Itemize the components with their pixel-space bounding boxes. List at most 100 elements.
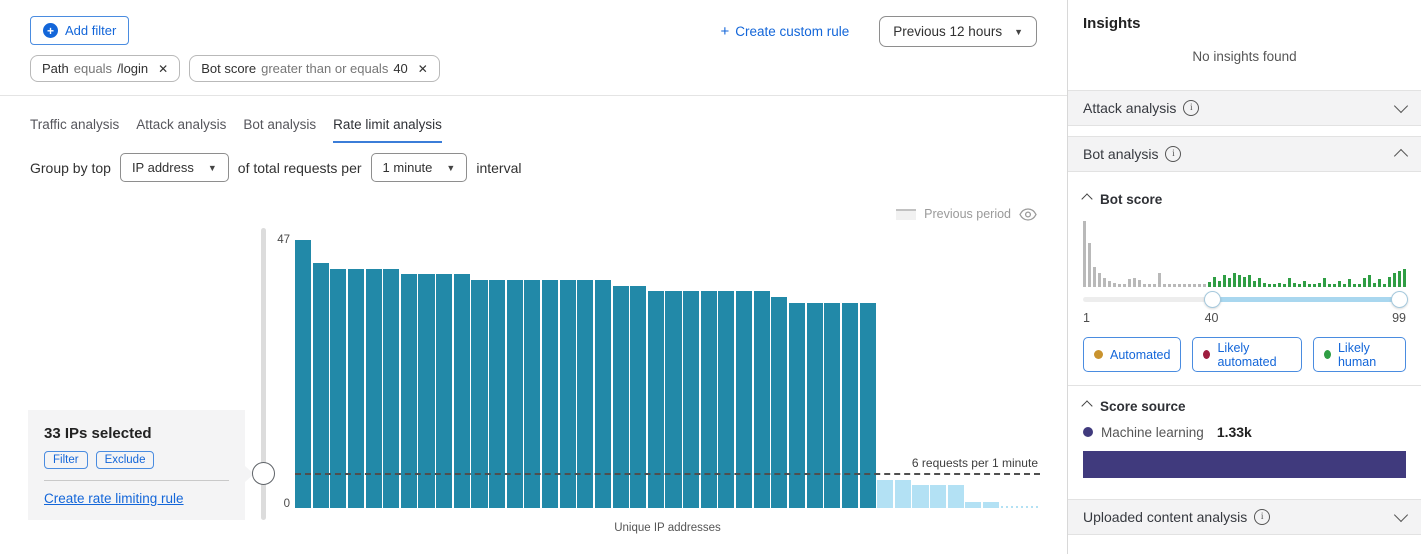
- histogram-bar: [1303, 281, 1306, 287]
- histogram-bar: [1113, 283, 1116, 287]
- info-icon[interactable]: i: [1254, 509, 1271, 525]
- group-by-select[interactable]: IP address ▼: [119, 153, 229, 182]
- uploaded-content-section-header[interactable]: Uploaded content analysis i: [1068, 499, 1421, 535]
- badge-label: Likely human: [1337, 340, 1377, 369]
- histogram-bar: [1233, 273, 1236, 287]
- chart-bar: [1015, 506, 1019, 508]
- chart-bar: [559, 279, 576, 508]
- bot-score-slider-active: [1211, 297, 1406, 302]
- score-source-toggle[interactable]: Score source: [1081, 399, 1406, 414]
- group-by-middle: of total requests per: [237, 159, 362, 176]
- chart-bar: [859, 302, 876, 508]
- histogram-bar: [1353, 284, 1356, 287]
- histogram-bar: [1298, 284, 1301, 287]
- slider-mid-label: 40: [1204, 311, 1219, 325]
- badge-likely-automated[interactable]: Likely automated: [1192, 337, 1302, 372]
- slider-min-label: 1: [1083, 311, 1090, 325]
- histogram-bar: [1158, 273, 1161, 287]
- chevron-down-icon: [1393, 98, 1409, 114]
- time-range-dropdown[interactable]: Previous 12 hours ▼: [879, 16, 1037, 47]
- chart-bar: [489, 279, 506, 508]
- chart-bar: [824, 302, 841, 508]
- chart-bar: [841, 302, 858, 508]
- chart-bar: [612, 285, 629, 508]
- insights-title: Insights: [1083, 15, 1141, 32]
- previous-period-swatch-icon: [896, 208, 917, 220]
- histogram-bar: [1138, 280, 1141, 287]
- histogram-bar: [1248, 275, 1251, 287]
- chart-bar: [330, 268, 347, 508]
- attack-analysis-section-header[interactable]: Attack analysis i: [1068, 90, 1421, 126]
- chart-bar: [718, 291, 735, 508]
- histogram-bar: [1323, 278, 1326, 287]
- machine-learning-row[interactable]: Machine learning 1.33k: [1083, 424, 1406, 440]
- histogram-bar: [1218, 281, 1221, 287]
- tab-attack-analysis[interactable]: Attack analysis: [136, 117, 227, 132]
- x-axis-label: Unique IP addresses: [614, 522, 721, 534]
- chart-bar: [788, 302, 806, 508]
- chart-bar: [700, 291, 717, 508]
- badge-likely-human[interactable]: Likely human: [1313, 337, 1406, 372]
- topbar-right: + Create custom rule Previous 12 hours ▼: [720, 16, 1037, 47]
- bot-score-slider-handle-max[interactable]: [1391, 291, 1408, 308]
- threshold-slider-handle[interactable]: [252, 462, 275, 485]
- filter-chip[interactable]: Bot score greater than or equals 40 ✕: [189, 55, 440, 82]
- add-filter-button[interactable]: + Add filter: [30, 16, 130, 45]
- chip-text: 40: [393, 61, 408, 76]
- insights-empty-message: No insights found: [1192, 49, 1297, 64]
- histogram-bar: [1278, 283, 1281, 287]
- plus-circle-icon: +: [43, 23, 58, 38]
- badge-dot-icon: [1203, 350, 1211, 359]
- interval-select[interactable]: 1 minute ▼: [370, 153, 468, 182]
- machine-learning-value: 1.33k: [1216, 424, 1252, 440]
- tab-bot-analysis[interactable]: Bot analysis: [243, 117, 317, 132]
- score-source-distribution-bar: [1083, 451, 1406, 478]
- chevron-up-icon: [1393, 148, 1409, 164]
- badge-automated[interactable]: Automated: [1083, 337, 1182, 372]
- bot-analysis-label: Bot analysis: [1083, 146, 1159, 162]
- interval-value: 1 minute: [382, 160, 433, 175]
- bot-analysis-section-header[interactable]: Bot analysis i: [1068, 136, 1421, 172]
- info-icon[interactable]: i: [1183, 100, 1200, 116]
- insights-sidebar: Insights No insights found Attack analys…: [1067, 0, 1421, 554]
- histogram-bar: [1273, 284, 1276, 287]
- chart-bar: [736, 291, 753, 508]
- filter-button[interactable]: Filter: [44, 451, 88, 469]
- chart-legend: Previous period: [896, 207, 1037, 221]
- histogram-bar: [1308, 284, 1311, 287]
- chart-bar: [577, 279, 594, 508]
- histogram-bar: [1238, 275, 1241, 287]
- main-panel: + Add filter + Create custom rule Previo…: [0, 16, 1067, 534]
- threshold-dashed-line: [295, 473, 1040, 475]
- info-icon[interactable]: i: [1165, 146, 1182, 162]
- histogram-bar: [1348, 279, 1351, 287]
- bot-score-slider-handle-min[interactable]: [1203, 291, 1221, 308]
- filter-chip[interactable]: Path equals/login ✕: [30, 55, 181, 82]
- create-rate-limiting-rule-link[interactable]: Create rate limiting rule: [44, 491, 184, 506]
- histogram-bar: [1153, 284, 1156, 287]
- bar-chart-plot: [295, 240, 1042, 508]
- create-custom-rule-link[interactable]: + Create custom rule: [720, 23, 849, 40]
- chart-bar: [506, 279, 523, 508]
- chart-bar: [312, 262, 329, 508]
- bot-score-toggle[interactable]: Bot score: [1081, 192, 1406, 207]
- exclude-button[interactable]: Exclude: [95, 451, 155, 469]
- add-filter-label: Add filter: [65, 23, 117, 38]
- chip-text: Bot score: [201, 61, 257, 76]
- histogram-bar: [1088, 243, 1091, 287]
- eye-icon[interactable]: [1019, 207, 1037, 221]
- tab-rate-limit-analysis[interactable]: Rate limit analysis: [333, 117, 442, 143]
- sidebar-divider: [1068, 385, 1421, 386]
- tab-traffic-analysis[interactable]: Traffic analysis: [30, 117, 120, 132]
- threshold-slider-track[interactable]: [261, 228, 266, 520]
- histogram-bar: [1358, 284, 1361, 287]
- badge-label: Automated: [1110, 347, 1171, 362]
- chart-bar: [683, 291, 700, 508]
- chart-bar: [647, 291, 664, 508]
- remove-filter-icon[interactable]: ✕: [158, 61, 169, 76]
- chart-bar: [1000, 506, 1004, 508]
- histogram-bar: [1258, 278, 1261, 287]
- remove-filter-icon[interactable]: ✕: [417, 61, 428, 76]
- histogram-bar: [1168, 284, 1171, 287]
- chart-bar: [418, 274, 435, 508]
